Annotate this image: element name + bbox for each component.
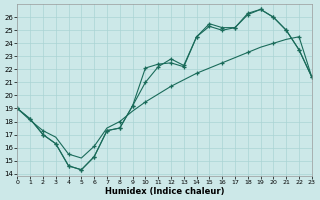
X-axis label: Humidex (Indice chaleur): Humidex (Indice chaleur): [105, 187, 224, 196]
